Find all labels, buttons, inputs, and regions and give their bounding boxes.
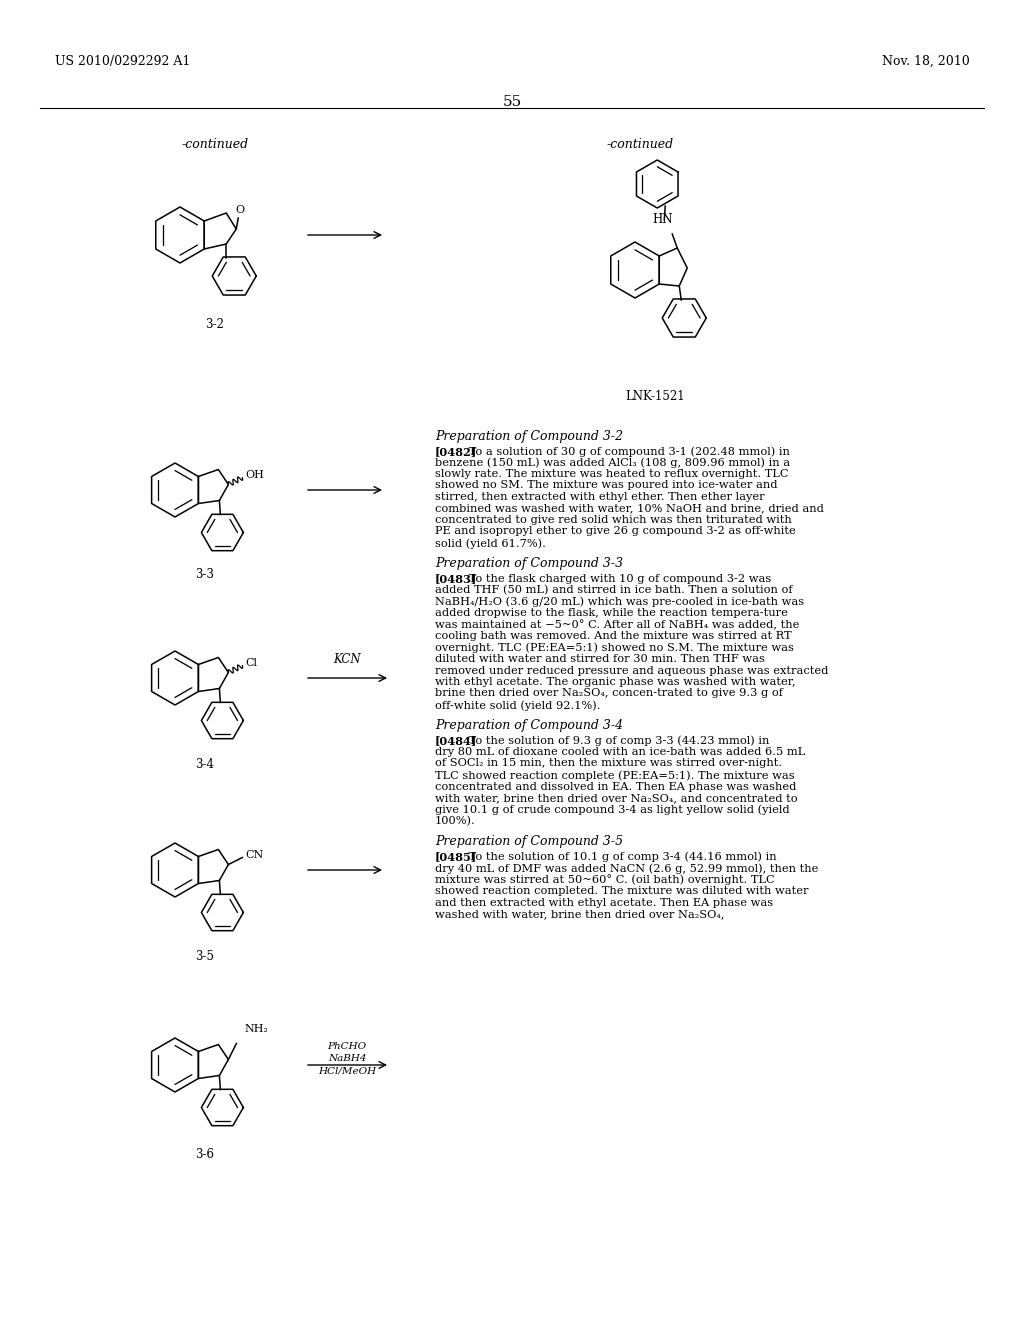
Text: [0483]: [0483] <box>435 573 477 585</box>
Text: brine then dried over Na₂SO₄, concen-trated to give 9.3 g of: brine then dried over Na₂SO₄, concen-tra… <box>435 689 783 698</box>
Text: To the flask charged with 10 g of compound 3-2 was: To the flask charged with 10 g of compou… <box>465 573 771 583</box>
Text: HCl/MeOH: HCl/MeOH <box>317 1067 376 1074</box>
Text: 3-6: 3-6 <box>196 1148 214 1162</box>
Text: of SOCl₂ in 15 min, then the mixture was stirred over-night.: of SOCl₂ in 15 min, then the mixture was… <box>435 759 782 768</box>
Text: concentrated to give red solid which was then triturated with: concentrated to give red solid which was… <box>435 515 792 525</box>
Text: Preparation of Compound 3-5: Preparation of Compound 3-5 <box>435 836 624 849</box>
Text: off-white solid (yield 92.1%).: off-white solid (yield 92.1%). <box>435 700 600 710</box>
Text: TLC showed reaction complete (PE:EA=5:1). The mixture was: TLC showed reaction complete (PE:EA=5:1)… <box>435 770 795 780</box>
Text: To the solution of 10.1 g of comp 3-4 (44.16 mmol) in: To the solution of 10.1 g of comp 3-4 (4… <box>465 851 776 862</box>
Text: NaBH₄/H₂O (3.6 g/20 mL) which was pre-cooled in ice-bath was: NaBH₄/H₂O (3.6 g/20 mL) which was pre-co… <box>435 597 804 607</box>
Text: To the solution of 9.3 g of comp 3-3 (44.23 mmol) in: To the solution of 9.3 g of comp 3-3 (44… <box>465 735 769 746</box>
Text: LNK-1521: LNK-1521 <box>626 389 685 403</box>
Text: [0484]: [0484] <box>435 735 477 747</box>
Text: 3-3: 3-3 <box>196 568 214 581</box>
Text: showed no SM. The mixture was poured into ice-water and: showed no SM. The mixture was poured int… <box>435 480 777 491</box>
Text: benzene (150 mL) was added AlCl₃ (108 g, 809.96 mmol) in a: benzene (150 mL) was added AlCl₃ (108 g,… <box>435 458 791 469</box>
Text: diluted with water and stirred for 30 min. Then THF was: diluted with water and stirred for 30 mi… <box>435 653 765 664</box>
Text: stirred, then extracted with ethyl ether. Then ether layer: stirred, then extracted with ethyl ether… <box>435 492 765 502</box>
Text: US 2010/0292292 A1: US 2010/0292292 A1 <box>55 55 190 69</box>
Text: 3-4: 3-4 <box>196 758 214 771</box>
Text: Preparation of Compound 3-3: Preparation of Compound 3-3 <box>435 557 624 570</box>
Text: 3-5: 3-5 <box>196 950 214 964</box>
Text: CN: CN <box>246 850 263 859</box>
Text: PhCHO: PhCHO <box>328 1041 367 1051</box>
Text: slowly rate. The mixture was heated to reflux overnight. TLC: slowly rate. The mixture was heated to r… <box>435 469 788 479</box>
Text: [0485]: [0485] <box>435 851 477 862</box>
Text: 3-2: 3-2 <box>206 318 224 331</box>
Text: dry 80 mL of dioxane cooled with an ice-bath was added 6.5 mL: dry 80 mL of dioxane cooled with an ice-… <box>435 747 805 756</box>
Text: Preparation of Compound 3-2: Preparation of Compound 3-2 <box>435 430 624 444</box>
Text: HN: HN <box>652 213 673 226</box>
Text: O: O <box>236 205 245 215</box>
Text: Preparation of Compound 3-4: Preparation of Compound 3-4 <box>435 719 624 733</box>
Text: washed with water, brine then dried over Na₂SO₄,: washed with water, brine then dried over… <box>435 909 725 919</box>
Text: concentrated and dissolved in EA. Then EA phase was washed: concentrated and dissolved in EA. Then E… <box>435 781 797 792</box>
Text: To a solution of 30 g of compound 3-1 (202.48 mmol) in: To a solution of 30 g of compound 3-1 (2… <box>465 446 790 457</box>
Text: [0482]: [0482] <box>435 446 477 457</box>
Text: added dropwise to the flask, while the reaction tempera-ture: added dropwise to the flask, while the r… <box>435 609 787 618</box>
Text: dry 40 mL of DMF was added NaCN (2.6 g, 52.99 mmol), then the: dry 40 mL of DMF was added NaCN (2.6 g, … <box>435 863 818 874</box>
Text: OH: OH <box>246 470 264 479</box>
Text: PE and isopropyl ether to give 26 g compound 3-2 as off-white: PE and isopropyl ether to give 26 g comp… <box>435 527 796 536</box>
Text: 100%).: 100%). <box>435 816 476 826</box>
Text: NH₂: NH₂ <box>245 1024 268 1035</box>
Text: with water, brine then dried over Na₂SO₄, and concentrated to: with water, brine then dried over Na₂SO₄… <box>435 793 798 803</box>
Text: NaBH4: NaBH4 <box>328 1053 367 1063</box>
Text: combined was washed with water, 10% NaOH and brine, dried and: combined was washed with water, 10% NaOH… <box>435 503 824 513</box>
Text: KCN: KCN <box>333 653 360 667</box>
Text: Nov. 18, 2010: Nov. 18, 2010 <box>883 55 970 69</box>
Text: Cl: Cl <box>246 657 257 668</box>
Text: with ethyl acetate. The organic phase was washed with water,: with ethyl acetate. The organic phase wa… <box>435 677 796 686</box>
Text: -continued: -continued <box>606 139 674 150</box>
Text: was maintained at −5~0° C. After all of NaBH₄ was added, the: was maintained at −5~0° C. After all of … <box>435 619 800 630</box>
Text: 55: 55 <box>503 95 521 110</box>
Text: -continued: -continued <box>181 139 249 150</box>
Text: overnight. TLC (PE:EA=5:1) showed no S.M. The mixture was: overnight. TLC (PE:EA=5:1) showed no S.M… <box>435 643 794 653</box>
Text: removed under reduced pressure and aqueous phase was extracted: removed under reduced pressure and aqueo… <box>435 665 828 676</box>
Text: solid (yield 61.7%).: solid (yield 61.7%). <box>435 539 546 549</box>
Text: give 10.1 g of crude compound 3-4 as light yellow solid (yield: give 10.1 g of crude compound 3-4 as lig… <box>435 804 790 814</box>
Text: added THF (50 mL) and stirred in ice bath. Then a solution of: added THF (50 mL) and stirred in ice bat… <box>435 585 793 595</box>
Text: cooling bath was removed. And the mixture was stirred at RT: cooling bath was removed. And the mixtur… <box>435 631 792 642</box>
Text: showed reaction completed. The mixture was diluted with water: showed reaction completed. The mixture w… <box>435 886 809 896</box>
Text: mixture was stirred at 50~60° C. (oil bath) overnight. TLC: mixture was stirred at 50~60° C. (oil ba… <box>435 874 774 886</box>
Text: and then extracted with ethyl acetate. Then EA phase was: and then extracted with ethyl acetate. T… <box>435 898 773 908</box>
